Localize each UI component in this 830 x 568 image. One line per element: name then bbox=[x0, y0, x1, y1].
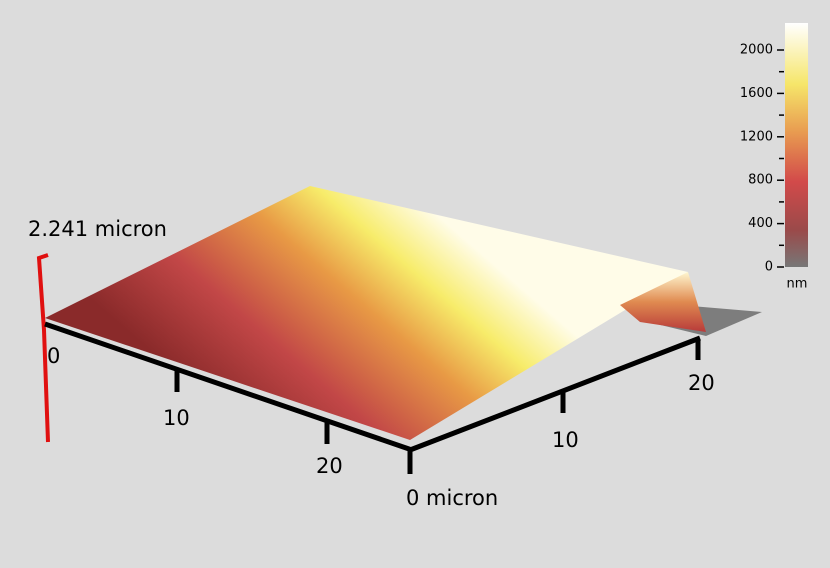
colorbar-tick-label: 1600 bbox=[740, 86, 773, 101]
surface-edge bbox=[620, 272, 706, 332]
axes bbox=[44, 321, 701, 474]
right-axis-label: 20 bbox=[688, 371, 715, 395]
right-axis-label: 0 micron bbox=[406, 486, 498, 510]
colorbar-unit: nm bbox=[787, 277, 808, 292]
height-bar bbox=[36, 253, 50, 443]
left-axis-label: 0 bbox=[47, 344, 60, 368]
colorbar-tick-label: 800 bbox=[748, 173, 773, 188]
surface-slope bbox=[45, 186, 688, 440]
colorbar-tick-label: 400 bbox=[748, 216, 773, 231]
colorbar-ticks: 0 400 800 1200 1600 2000 bbox=[740, 43, 784, 275]
left-axis-label: 10 bbox=[163, 406, 190, 430]
colorbar-tick-label: 2000 bbox=[740, 43, 773, 58]
colorbar-tick-label: 0 bbox=[765, 260, 773, 275]
height-label: 2.241 micron bbox=[28, 217, 167, 241]
colorbar-tick-label: 1200 bbox=[740, 129, 773, 144]
right-axis-label: 10 bbox=[552, 428, 579, 452]
left-axis-label: 20 bbox=[316, 454, 343, 478]
colorbar bbox=[785, 23, 808, 267]
